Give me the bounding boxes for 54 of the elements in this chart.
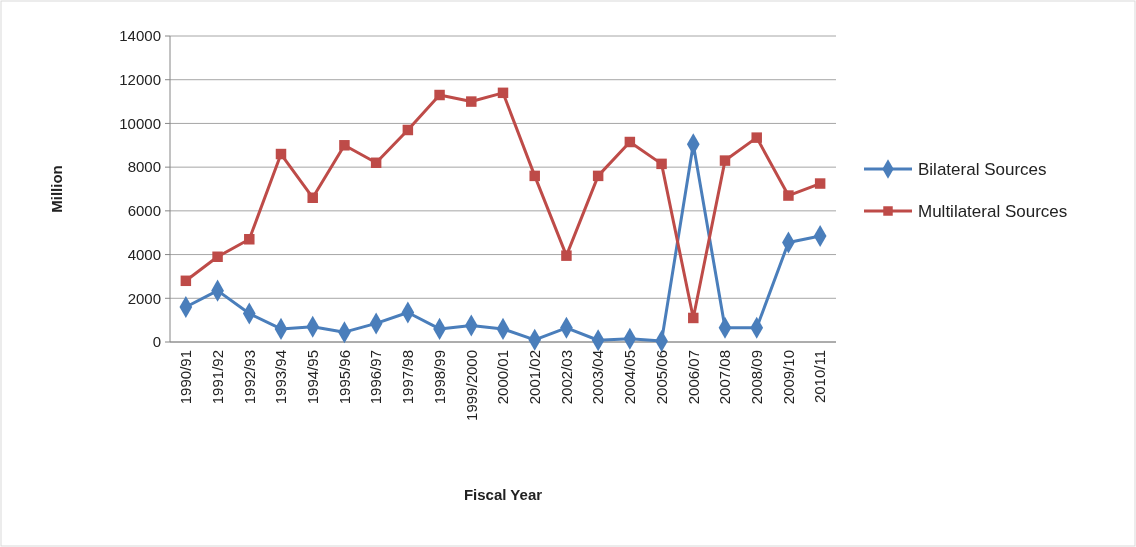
point (275, 148, 287, 160)
y-tick-label: 8000 (127, 158, 161, 176)
point (180, 275, 192, 287)
x-axis-title: Fiscal Year (463, 486, 543, 503)
x-tick-label: 2002/03 (557, 350, 575, 405)
x-tick-label: 1998/99 (430, 350, 448, 405)
x-tick-label: 1993/94 (272, 350, 290, 405)
x-tick-label: 1992/93 (240, 350, 258, 405)
y-axis-title: Million (48, 165, 65, 213)
point (751, 132, 762, 143)
x-tick-label: 1991/92 (208, 350, 226, 405)
x-tick-label: 2008/09 (747, 350, 765, 405)
y-tick-label: 12000 (119, 70, 161, 88)
point (307, 192, 318, 203)
point (212, 251, 223, 262)
point (814, 178, 826, 189)
x-tick-label: 1999/2000 (462, 350, 480, 421)
y-tick-label: 14000 (119, 27, 161, 45)
point (244, 234, 255, 245)
x-tick-label: 2004/05 (621, 350, 639, 405)
x-tick-label: 2010/11 (811, 350, 829, 404)
point (783, 190, 794, 201)
x-tick-label: 1995/96 (335, 350, 353, 405)
x-tick-label: 2001/02 (525, 350, 543, 405)
x-tick-label: 2005/06 (652, 350, 670, 405)
point (529, 170, 540, 182)
point (688, 312, 699, 324)
point (719, 155, 731, 166)
x-tick-label: 2009/10 (779, 350, 797, 405)
point (592, 170, 604, 182)
point (656, 158, 667, 170)
y-tick-label: 10000 (119, 114, 161, 132)
point (497, 87, 509, 99)
y-tick-label: 0 (152, 333, 161, 351)
x-tick-label: 2003/04 (589, 350, 607, 405)
point (561, 250, 572, 261)
point (434, 89, 445, 101)
y-tick-label: 2000 (127, 289, 161, 307)
x-tick-label: 2000/01 (494, 350, 512, 405)
legend-label: Bilateral Sources (918, 159, 1047, 179)
x-tick-label: 1994/95 (303, 350, 321, 405)
x-tick-label: 1990/91 (177, 350, 195, 405)
point (466, 96, 477, 107)
x-tick-label: 1997/98 (399, 350, 417, 405)
point (402, 124, 414, 136)
legend-label: Multilateral Sources (918, 201, 1068, 221)
y-tick-label: 4000 (127, 245, 161, 263)
point (624, 136, 636, 148)
y-tick-label: 6000 (127, 202, 161, 220)
x-tick-label: 2006/07 (684, 350, 702, 405)
x-tick-label: 1996/97 (367, 350, 385, 405)
point (370, 157, 382, 169)
x-tick-label: 2007/08 (716, 350, 734, 405)
point (339, 140, 350, 151)
